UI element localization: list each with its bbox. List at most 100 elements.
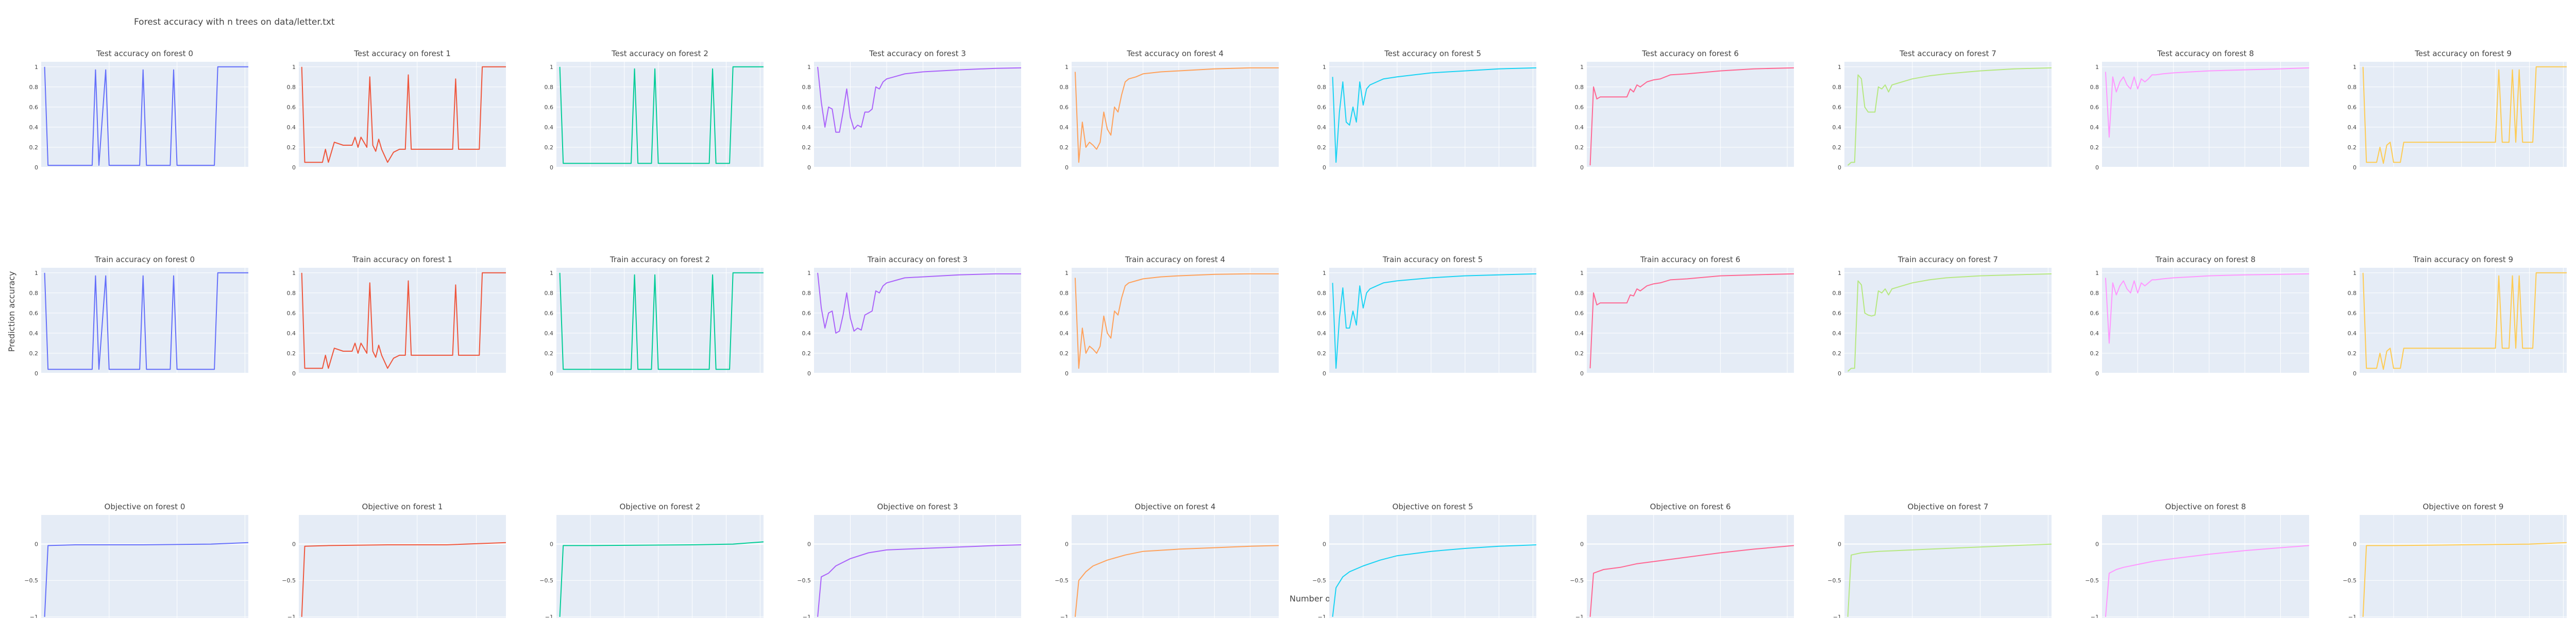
y-tick-label: 1 <box>35 64 38 71</box>
y-tick-label: −0.5 <box>797 577 811 584</box>
y-tick-label: 0.6 <box>802 104 811 111</box>
subplot-test-9: 0 0.2 0.4 0.6 0.8 1 Test accuracy on forest 9 <box>2348 49 2567 171</box>
y-tick-label: 0.4 <box>1317 124 1327 131</box>
y-tick-label: 0.6 <box>2090 104 2099 111</box>
subplot-test-2: 0 0.2 0.4 0.6 0.8 1 Test accuracy on forest 2 <box>545 49 764 171</box>
subplot-title: Train accuracy on forest 6 <box>1640 255 1740 264</box>
y-tick-label: 0.4 <box>1575 124 1584 131</box>
series-line-test-forest-0 <box>44 66 248 166</box>
subplot-train-4: 0 0.2 0.4 0.6 0.8 1 Train accuracy on forest 4 <box>1060 255 1279 377</box>
y-tick-label: 1 <box>292 270 296 277</box>
subplot-title: Test accuracy on forest 5 <box>1384 49 1481 58</box>
series-line-train-forest-6 <box>1589 273 1794 369</box>
y-tick-label: 0.6 <box>1060 104 1069 111</box>
series-line-train-forest-1 <box>301 272 506 369</box>
subplot-train-1: 0 0.2 0.4 0.6 0.8 1 Train accuracy on forest 1 <box>287 255 506 377</box>
y-tick-label: 0.2 <box>29 350 39 357</box>
subplot-title: Objective on forest 7 <box>1908 502 1989 511</box>
subplot-title: Train accuracy on forest 8 <box>2155 255 2256 264</box>
y-tick-label: 0.8 <box>545 84 554 91</box>
subplot-title: Objective on forest 5 <box>1393 502 1473 511</box>
y-tick-label: −0.5 <box>2343 577 2357 584</box>
y-tick-label: 0.6 <box>2348 310 2357 317</box>
plot-background <box>2102 515 2309 620</box>
plot-background <box>41 515 248 620</box>
series-line-test-forest-9 <box>2362 66 2567 164</box>
y-tick-label: 0 <box>1838 541 1841 548</box>
y-tick-label: 0.2 <box>1060 350 1069 357</box>
plot-background <box>814 268 1021 373</box>
y-tick-label: 1 <box>807 64 811 71</box>
y-tick-label: 0.4 <box>802 330 811 337</box>
y-tick-label: 0.4 <box>2090 330 2099 337</box>
y-tick-label: 0 <box>1323 164 1326 171</box>
y-tick-label: 0.6 <box>29 104 39 111</box>
subplot-title: Test accuracy on forest 6 <box>1641 49 1739 58</box>
y-tick-label: 0.2 <box>287 144 296 151</box>
y-tick-label: 0.8 <box>2348 84 2357 91</box>
plot-background <box>556 62 764 167</box>
series-line-train-forest-4 <box>1074 273 1279 369</box>
y-tick-label: 0 <box>2353 164 2357 171</box>
subplot-test-0: 0 0.2 0.4 0.6 0.8 1 Test accuracy on forest 0 <box>29 49 248 171</box>
plot-background <box>1587 268 1794 373</box>
y-tick-label: −1 <box>30 614 38 618</box>
subplot-title: Objective on forest 4 <box>1135 502 1216 511</box>
y-tick-label: −1 <box>1833 614 1841 618</box>
subplot-title: Test accuracy on forest 9 <box>2414 49 2512 58</box>
y-tick-label: 1 <box>2095 270 2099 277</box>
subplot-title: Test accuracy on forest 3 <box>869 49 966 58</box>
y-tick-label: −0.5 <box>539 577 553 584</box>
y-tick-label: 1 <box>1065 270 1069 277</box>
subplot-title: Test accuracy on forest 0 <box>96 49 193 58</box>
subplot-title: Test accuracy on forest 7 <box>1899 49 1996 58</box>
subplot-title: Train accuracy on forest 7 <box>1897 255 1998 264</box>
subplot-objective-8: −1−0.501020304050Objective on forest 8 <box>2085 502 2310 620</box>
y-tick-label: 0 <box>1580 541 1584 548</box>
subplot-train-3: 0 0.2 0.4 0.6 0.8 1 Train accuracy on forest 3 <box>802 255 1021 377</box>
series-line-test-forest-1 <box>301 66 506 163</box>
y-tick-label: 0.8 <box>802 290 811 297</box>
y-tick-label: 0 <box>1065 370 1069 377</box>
y-tick-label: 0 <box>35 541 38 548</box>
y-tick-label: 1 <box>1323 64 1326 71</box>
y-tick-label: 0.8 <box>287 290 296 297</box>
y-tick-label: 0.2 <box>2348 350 2357 357</box>
series-line-objective-forest-3 <box>817 544 1022 617</box>
y-tick-label: 0.2 <box>1060 144 1069 151</box>
y-tick-label: 0 <box>1323 370 1326 377</box>
y-tick-label: 0 <box>292 541 296 548</box>
y-tick-label: 0.4 <box>2090 124 2099 131</box>
y-tick-label: 0.6 <box>2348 104 2357 111</box>
y-tick-label: 0 <box>807 164 811 171</box>
series-line-test-forest-2 <box>559 66 764 164</box>
y-tick-label: 0.6 <box>1575 310 1584 317</box>
subplot-objective-9: −1−0.50102030405060Objective on forest 9 <box>2343 502 2567 620</box>
subplot-title: Train accuracy on forest 3 <box>867 255 968 264</box>
subplot-title: Test accuracy on forest 8 <box>2157 49 2254 58</box>
plot-background <box>1844 515 2052 620</box>
y-tick-label: 1 <box>1838 270 1841 277</box>
series-line-objective-forest-0 <box>44 542 249 617</box>
y-tick-label: 0.4 <box>1833 330 1842 337</box>
y-tick-label: 0.6 <box>287 310 296 317</box>
series-line-test-forest-4 <box>1074 67 1279 163</box>
plot-background <box>2102 268 2309 373</box>
y-tick-label: 1 <box>2353 270 2357 277</box>
y-tick-label: 0.2 <box>2090 350 2099 357</box>
y-tick-label: 0 <box>35 164 38 171</box>
y-tick-label: 0 <box>292 164 296 171</box>
subplot-title: Train accuracy on forest 5 <box>1382 255 1483 264</box>
subplot-title: Objective on forest 3 <box>877 502 958 511</box>
subplot-test-3: 0 0.2 0.4 0.6 0.8 1 Test accuracy on forest 3 <box>802 49 1022 171</box>
y-tick-label: 0.4 <box>545 330 554 337</box>
y-tick-label: 0 <box>1838 370 1841 377</box>
subplot-title: Train accuracy on forest 1 <box>352 255 452 264</box>
y-tick-label: −1 <box>287 614 296 618</box>
y-tick-label: 0.4 <box>1833 124 1842 131</box>
series-line-objective-forest-4 <box>1074 545 1279 617</box>
plot-background <box>2360 515 2567 620</box>
y-tick-label: −1 <box>2348 614 2357 618</box>
series-line-train-forest-0 <box>44 272 248 370</box>
